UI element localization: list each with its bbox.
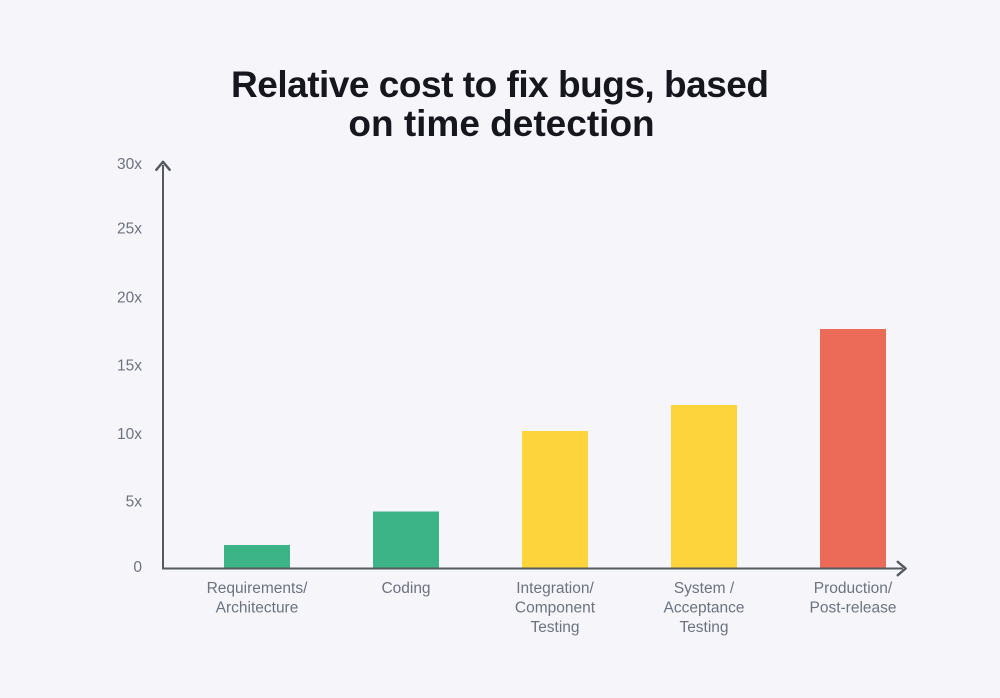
svg-text:on time detection: on time detection bbox=[348, 103, 654, 144]
svg-text:0: 0 bbox=[133, 559, 142, 576]
svg-text:25x: 25x bbox=[117, 221, 142, 238]
svg-text:Component: Component bbox=[515, 599, 596, 616]
svg-text:10x: 10x bbox=[117, 426, 142, 443]
svg-text:30x: 30x bbox=[117, 156, 142, 173]
svg-text:Acceptance: Acceptance bbox=[664, 599, 745, 616]
svg-text:Integration/: Integration/ bbox=[516, 580, 594, 597]
svg-text:Coding: Coding bbox=[381, 580, 430, 597]
svg-text:Architecture: Architecture bbox=[216, 599, 299, 616]
svg-text:Requirements/: Requirements/ bbox=[207, 580, 308, 597]
svg-text:Testing: Testing bbox=[530, 619, 579, 636]
svg-text:5x: 5x bbox=[126, 494, 143, 511]
svg-text:Production/: Production/ bbox=[814, 580, 893, 597]
svg-text:Testing: Testing bbox=[679, 619, 728, 636]
svg-text:Post-release: Post-release bbox=[809, 599, 896, 616]
svg-text:20x: 20x bbox=[117, 289, 142, 306]
svg-text:Relative cost to fix bugs, bas: Relative cost to fix bugs, based bbox=[231, 64, 769, 105]
svg-text:System /: System / bbox=[674, 580, 735, 597]
svg-text:15x: 15x bbox=[117, 357, 142, 374]
